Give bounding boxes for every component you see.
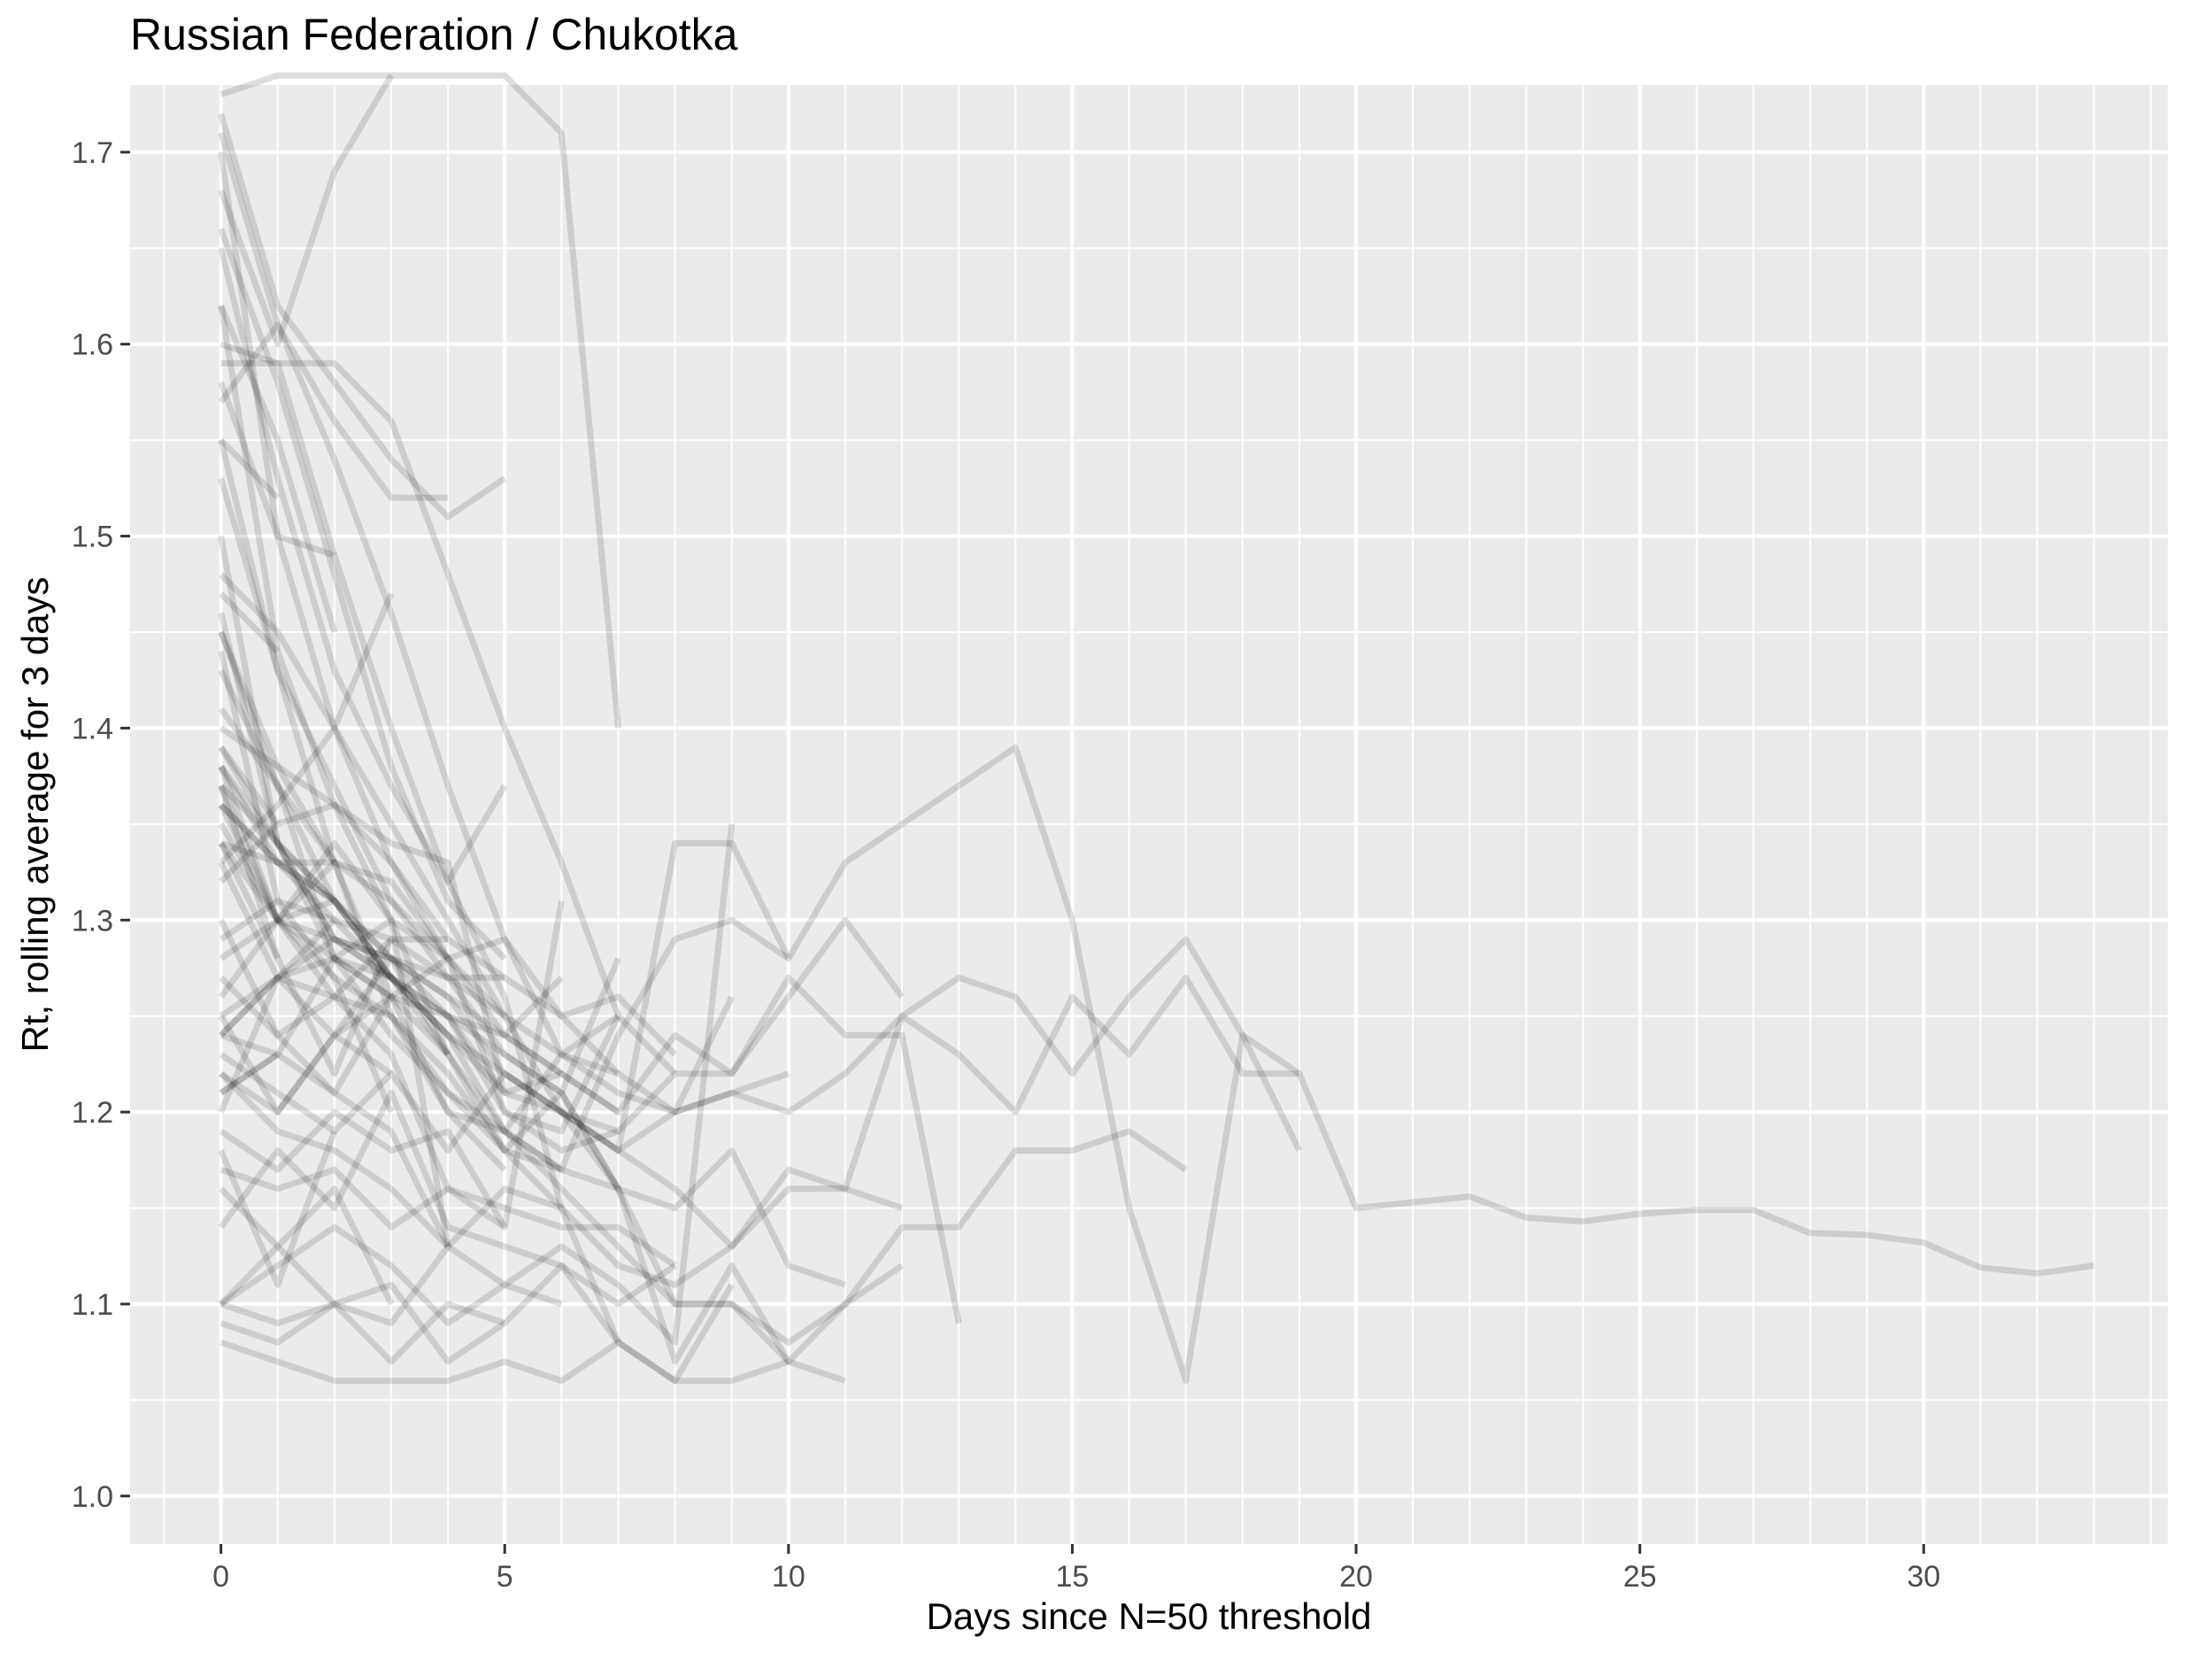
series-line [218, 305, 338, 633]
y-tick-label: 1.0 [72, 1480, 113, 1514]
series-line [218, 650, 847, 1288]
series-line [219, 572, 395, 731]
series-line [218, 73, 395, 348]
series-line [219, 724, 678, 1057]
major-gridlines [130, 85, 2168, 1544]
series-line [218, 764, 337, 904]
series-line [218, 321, 449, 501]
series-line [218, 668, 337, 865]
y-tick-label: 1.3 [72, 904, 113, 938]
x-axis-title: Days since N=50 threshold [926, 1595, 1371, 1637]
series-line [218, 1130, 338, 1288]
series-line [218, 784, 395, 1077]
series-line [218, 630, 620, 1154]
series-line [218, 861, 393, 981]
series-line [218, 228, 507, 961]
y-tick-label: 1.5 [72, 521, 113, 554]
series-line [219, 936, 1303, 1153]
series-line [218, 706, 393, 1000]
series-line [219, 955, 1188, 1365]
x-tick-label: 10 [772, 1560, 805, 1594]
series-line [220, 72, 621, 729]
series-line [219, 955, 904, 1250]
y-tick-label: 1.2 [72, 1096, 113, 1130]
series-line [218, 841, 281, 961]
y-tick-label: 1.1 [72, 1288, 113, 1322]
series-line [219, 1185, 395, 1307]
series-line [218, 381, 508, 885]
series-line [219, 591, 281, 654]
series-line [220, 1339, 790, 1385]
series-line [220, 1166, 677, 1269]
series-line [218, 247, 565, 1209]
series-line [219, 725, 451, 961]
y-tick-label: 1.7 [72, 136, 113, 170]
series-line [220, 840, 621, 1135]
series-line [219, 784, 620, 1115]
series-line [218, 803, 395, 1114]
x-tick-label: 5 [497, 1560, 513, 1594]
series-line [218, 765, 905, 1135]
series-line [220, 341, 678, 1077]
y-tick-label: 1.4 [72, 712, 113, 745]
series-line [219, 823, 736, 1346]
series-line [218, 840, 451, 1247]
series-line [218, 936, 449, 1114]
minor-gridlines [130, 85, 2168, 1544]
series-line [220, 359, 338, 557]
x-tick-label: 20 [1339, 1560, 1373, 1594]
chart-title: Russian Federation / Chukotka [130, 10, 738, 59]
series-line [220, 1262, 735, 1385]
series-line [219, 916, 451, 1096]
series-line [219, 1052, 280, 1096]
series-line [218, 841, 1299, 1288]
series-line [218, 535, 564, 1038]
series-line [218, 784, 962, 1324]
series-line [218, 477, 621, 1191]
series-line [219, 1052, 847, 1385]
x-tick-label: 25 [1623, 1560, 1657, 1594]
x-tick-label: 15 [1056, 1560, 1090, 1594]
series-line [218, 439, 507, 1172]
series-line [218, 918, 451, 1248]
series-line [218, 1014, 393, 1116]
series-line [219, 898, 735, 1116]
plot-panel [130, 85, 2168, 1544]
series-layer [218, 72, 2095, 1385]
y-axis: 1.0 1.1 1.2 1.3 1.4 1.5 1.6 1.7 [72, 136, 130, 1514]
series-line [218, 132, 620, 1077]
series-line [219, 916, 505, 981]
series-line [219, 801, 508, 1094]
series-line [220, 1301, 506, 1365]
series-line [219, 917, 337, 1038]
series-line [218, 305, 620, 1058]
series-line [218, 745, 790, 1154]
series-line [219, 437, 281, 500]
series-line [219, 1108, 508, 1229]
series-line [218, 765, 563, 1173]
series-line [218, 151, 791, 1154]
series-line [219, 1071, 563, 1308]
x-tick-label: 30 [1907, 1560, 1940, 1594]
series-line [218, 744, 2095, 1385]
series-line [220, 957, 621, 1096]
series-line [219, 900, 565, 1231]
x-tick-label: 0 [212, 1560, 229, 1594]
series-line [218, 630, 451, 1057]
series-line [219, 802, 507, 1019]
y-axis-title: Rt, rolling average for 3 days [14, 577, 56, 1053]
series-line [219, 802, 564, 1077]
series-line [219, 1185, 621, 1344]
series-line [218, 112, 507, 521]
x-axis: 0 5 10 15 20 25 30 [212, 1544, 1940, 1594]
series-line [218, 612, 905, 1346]
series-line [218, 745, 281, 826]
series-line [218, 1089, 677, 1308]
y-tick-label: 1.6 [72, 328, 113, 362]
